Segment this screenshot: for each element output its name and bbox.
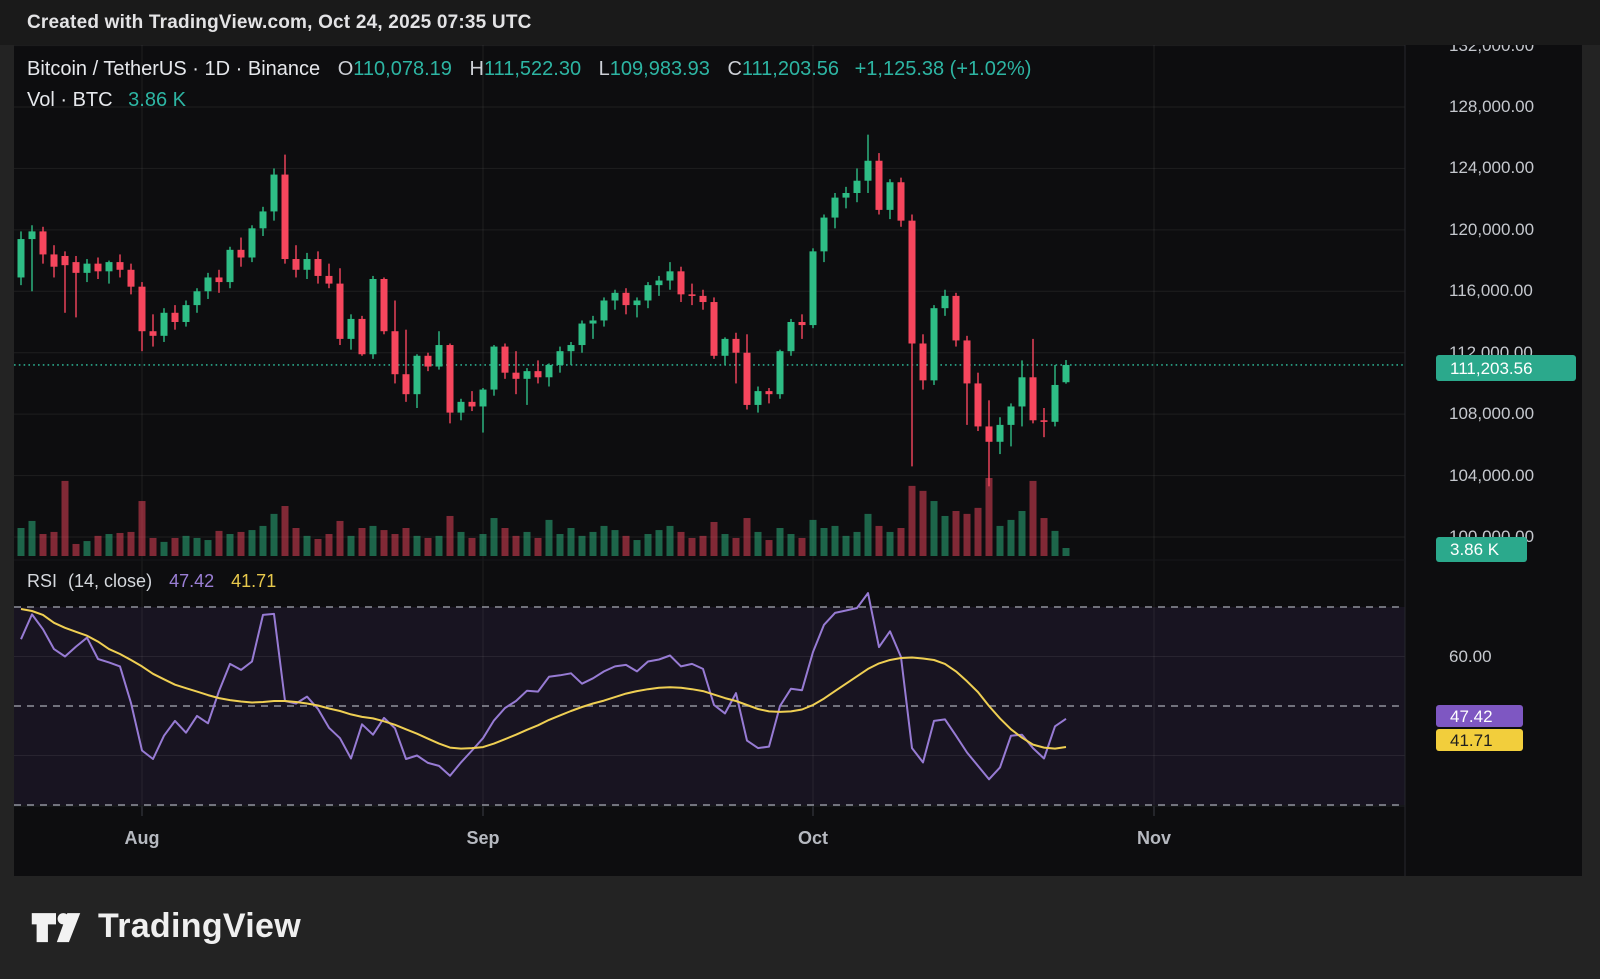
high-label: H [469,58,484,80]
price-axis-tick: 104,000.00 [1449,465,1535,485]
low-label: L [598,58,610,80]
time-axis-label-sep: Sep [466,828,500,848]
watermark-text: Created with TradingView.com, Oct 24, 20… [27,12,532,33]
price-axis-tick: 128,000.00 [1449,97,1535,116]
brand-name: TradingView [98,906,301,945]
volume-legend: Vol · BTC 3.86 K [27,89,186,112]
price-axis-tick: 120,000.00 [1449,219,1535,239]
volume-value: 3.86 K [128,89,186,111]
close-value: 111,203.56 [741,58,840,80]
tradingview-logo-icon [31,913,81,943]
rsi-axis-tick-60: 60.00 [1449,647,1492,666]
rsi-legend: RSI (14, close) 47.42 41.71 [27,571,276,592]
chart-widget: Bitcoin / TetherUS · 1D · Binance O110,0… [14,45,1582,876]
legend-separator-1: · [192,58,199,80]
tradingview-logo: TradingView [30,905,301,947]
time-axis-label-aug: Aug [124,828,160,848]
open-value: 110,078.19 [353,58,452,80]
symbol-legend: Bitcoin / TetherUS · 1D · Binance O110,0… [27,58,1031,81]
rsi-value: 47.42 [169,571,215,591]
rsi-ma-value: 41.71 [231,571,277,591]
legend-separator-2: · [235,58,243,80]
price-axis-tick: 116,000.00 [1449,281,1533,301]
exchange-label: Binance [247,58,321,80]
price-axis-tick: 108,000.00 [1449,404,1535,424]
time-axis-label-oct: Oct [797,828,828,848]
close-label: C [727,58,742,80]
watermark-bar: Created with TradingView.com, Oct 24, 20… [0,0,1600,45]
symbol-title: Bitcoin / TetherUS [27,58,187,80]
chart-plot-surface[interactable] [14,45,1582,876]
rsi-title: RSI [27,571,58,591]
high-value: 111,522.30 [483,58,582,80]
rsi-ma-value-badge: 41.71 [1436,729,1523,751]
open-label: O [337,58,354,80]
price-axis-tick: 132,000.00 [1449,45,1535,55]
low-value: 109,983.93 [609,58,710,80]
interval-label: 1D [204,58,231,80]
last-price-badge: 111,203.56 [1436,355,1576,381]
volume-label: Vol · BTC [27,89,113,111]
rsi-params: (14, close) [68,571,153,591]
rsi-value-badge: 47.42 [1436,705,1523,727]
last-volume-badge: 3.86 K [1436,537,1527,562]
price-axis-tick: 124,000.00 [1449,158,1535,178]
time-axis-label-nov: Nov [1136,828,1171,848]
change-value: +1,125.38 (+1.02%) [854,58,1032,80]
